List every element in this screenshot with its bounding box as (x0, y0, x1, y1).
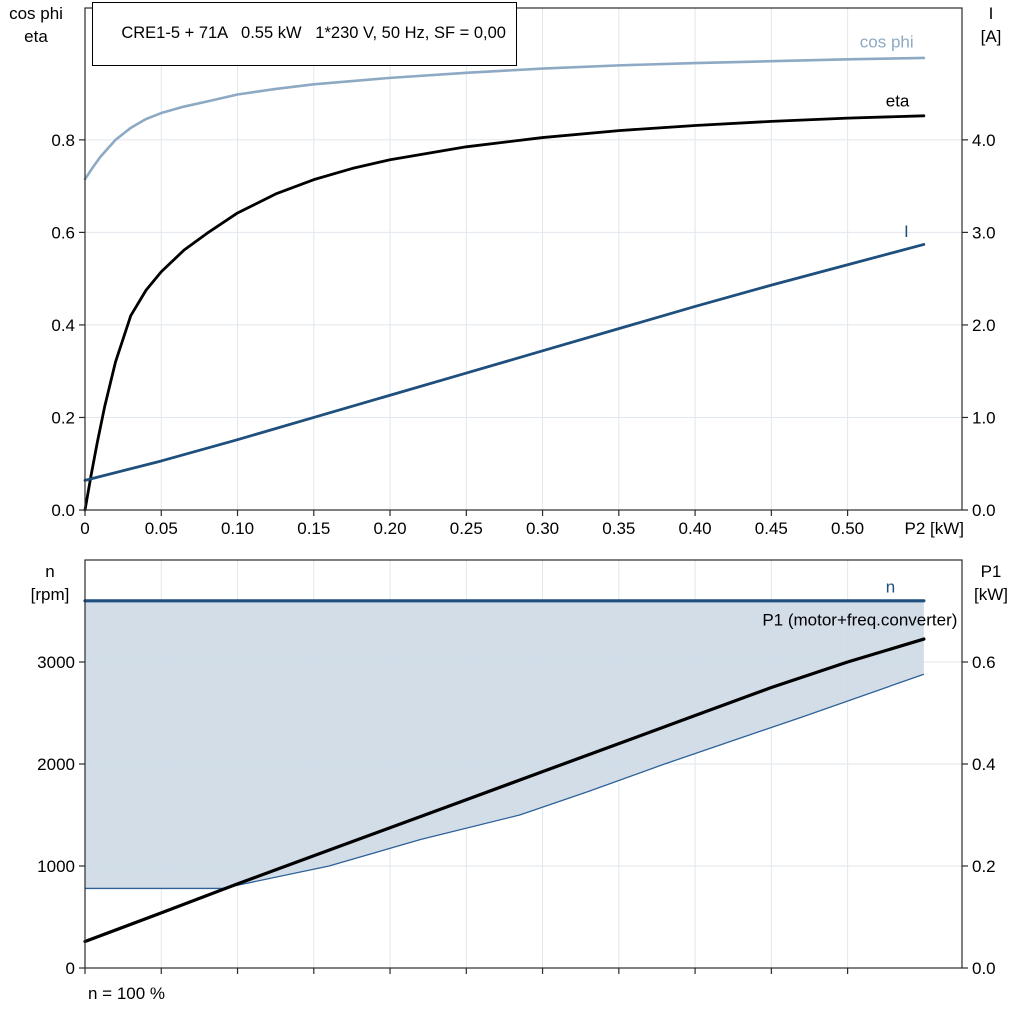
left-tick-label: 0.8 (51, 131, 75, 150)
x-tick-label: 0.25 (450, 519, 483, 538)
x-tick-label: 0.45 (755, 519, 788, 538)
right-tick-label: 0.0 (972, 501, 996, 520)
series-label-cos-phi: cos phi (860, 32, 914, 51)
x-tick-label: 0.30 (526, 519, 559, 538)
right-tick-label: 0.4 (972, 755, 996, 774)
x-tick-label: 0.40 (679, 519, 712, 538)
x-axis-label: P2 [kW] (904, 519, 964, 538)
left-tick-label: 0.0 (51, 501, 75, 520)
bottom-right-axis-title: P1 [kW] (962, 560, 1020, 606)
right-tick-label: 0.2 (972, 857, 996, 876)
left-tick-label: 1000 (37, 857, 75, 876)
right-tick-label: 2.0 (972, 316, 996, 335)
bottom-right-axis-line1: P1 (980, 562, 1002, 581)
speed-footnote: n = 100 % (88, 984, 166, 1003)
chart-title: CRE1-5 + 71A 0.55 kW 1*230 V, 50 Hz, SF … (121, 24, 506, 42)
x-tick-label: 0.20 (373, 519, 406, 538)
left-tick-label: 2000 (37, 755, 75, 774)
x-tick-label: 0 (80, 519, 89, 538)
right-tick-label: 0.6 (972, 653, 996, 672)
operating-range-area (85, 600, 924, 889)
chart-title-box: CRE1-5 + 71A 0.55 kW 1*230 V, 50 Hz, SF … (92, 2, 517, 66)
x-tick-label: 0.35 (602, 519, 635, 538)
x-tick-label: 0.15 (297, 519, 330, 538)
right-tick-label: 1.0 (972, 408, 996, 427)
right-tick-label: 0.0 (972, 959, 996, 978)
left-tick-label: 3000 (37, 653, 75, 672)
series-cos-phi (83, 56, 926, 181)
top-right-axis-line2: [A] (980, 27, 1002, 46)
series-eta (83, 114, 926, 512)
bottom-right-axis-line2: [kW] (974, 585, 1008, 604)
series-p1-motor-freq-converter (83, 637, 926, 944)
left-tick-label: 0.6 (51, 223, 75, 242)
series-label-eta: eta (886, 92, 910, 111)
x-tick-label: 0.05 (145, 519, 178, 538)
top-right-axis-line1: I (988, 4, 994, 23)
plot-frame (84, 7, 963, 511)
left-tick-label: 0.4 (51, 316, 75, 335)
x-tick-label: 0.50 (831, 519, 864, 538)
top-left-axis-line2: eta (24, 27, 48, 46)
top-left-axis-title: cos phi eta (4, 2, 68, 48)
bottom-left-axis-line1: n (45, 562, 55, 581)
min-speed-boundary-line (85, 673, 925, 890)
x-tick-label: 0.10 (221, 519, 254, 538)
series-label-p1-motor-freq-converter: P1 (motor+freq.converter) (762, 610, 957, 629)
right-tick-label: 4.0 (972, 131, 996, 150)
right-tick-label: 3.0 (972, 223, 996, 242)
left-tick-label: 0 (66, 959, 75, 978)
bottom-left-axis-line2: [rpm] (30, 585, 70, 604)
series-label-n: n (886, 578, 895, 597)
bottom-left-axis-title: n [rpm] (18, 560, 82, 606)
series-i (83, 243, 926, 482)
left-tick-label: 0.2 (51, 408, 75, 427)
series-label-i: I (904, 222, 909, 241)
top-right-axis-title: I [A] (962, 2, 1020, 48)
top-left-axis-line1: cos phi (9, 4, 63, 23)
